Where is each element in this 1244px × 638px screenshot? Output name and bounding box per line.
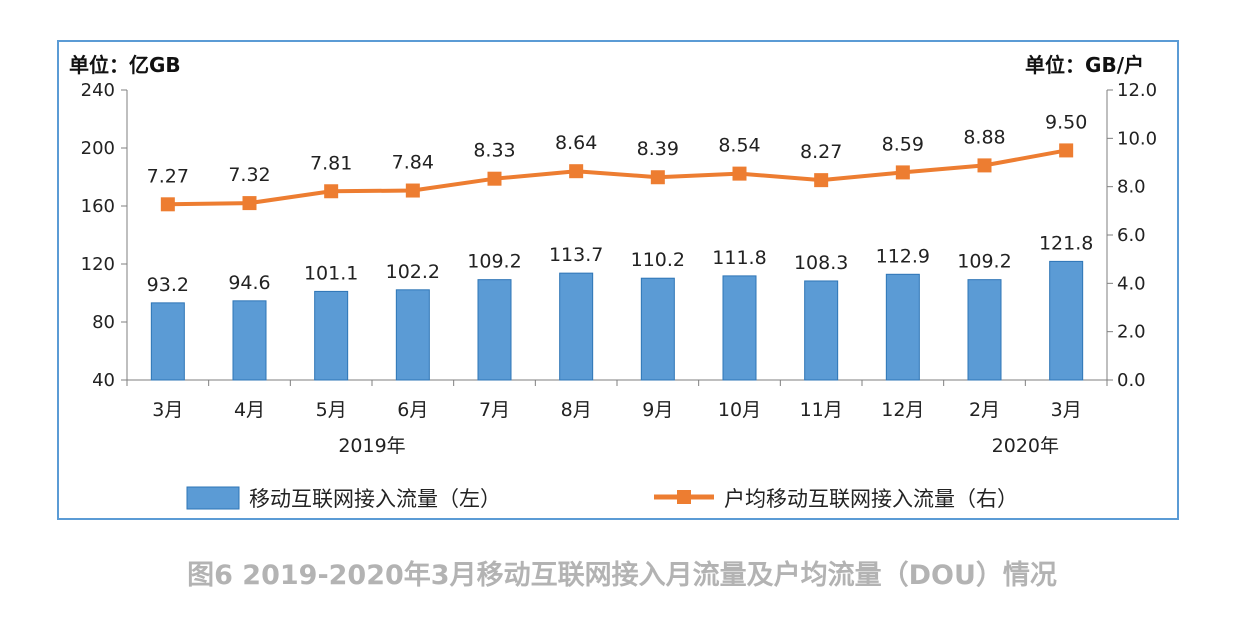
bar-data-label: 121.8 bbox=[1039, 232, 1093, 254]
category-label: 3月 bbox=[152, 399, 183, 421]
right-axis-unit: 单位：GB/户 bbox=[1025, 53, 1144, 77]
right-tick-label: 4.0 bbox=[1117, 273, 1146, 294]
bar-data-label: 108.3 bbox=[794, 252, 848, 274]
line-marker bbox=[569, 164, 584, 179]
line-marker bbox=[405, 183, 420, 198]
bar-data-label: 113.7 bbox=[549, 244, 603, 266]
bar bbox=[804, 280, 839, 381]
bar bbox=[722, 275, 757, 381]
bar-data-label: 94.6 bbox=[228, 272, 270, 294]
line-data-label: 8.54 bbox=[718, 135, 760, 157]
line-data-label: 8.33 bbox=[473, 140, 515, 162]
bar-data-label: 109.2 bbox=[957, 251, 1011, 273]
bar bbox=[150, 302, 185, 381]
year-label: 2020年 bbox=[992, 435, 1059, 457]
legend: 移动互联网接入流量（左） 户均移动互联网接入流量（右） bbox=[186, 486, 1018, 511]
left-tick-label: 80 bbox=[92, 312, 115, 333]
bar-data-label: 111.8 bbox=[712, 247, 766, 269]
bar bbox=[232, 300, 267, 381]
line-marker bbox=[650, 170, 665, 185]
bar-data-label: 101.1 bbox=[304, 262, 358, 284]
left-tick-label: 200 bbox=[81, 138, 115, 159]
category-label: 8月 bbox=[561, 399, 592, 421]
bar bbox=[559, 272, 594, 381]
line-marker bbox=[895, 165, 910, 180]
category-label: 10月 bbox=[718, 399, 761, 421]
bar-data-label: 93.2 bbox=[147, 274, 189, 296]
left-axis-unit: 单位：亿GB bbox=[69, 53, 181, 77]
category-label: 7月 bbox=[479, 399, 510, 421]
bar bbox=[640, 277, 675, 381]
line-marker bbox=[814, 173, 829, 188]
bar-series bbox=[150, 260, 1084, 381]
right-tick-label: 10.0 bbox=[1117, 128, 1157, 149]
line-marker bbox=[1059, 143, 1074, 158]
line-series bbox=[160, 143, 1074, 212]
category-label: 4月 bbox=[234, 399, 265, 421]
line-data-label: 9.50 bbox=[1045, 111, 1087, 133]
right-tick-label: 12.0 bbox=[1117, 80, 1157, 101]
bar-data-label: 102.2 bbox=[386, 261, 440, 283]
line-data-label: 8.59 bbox=[882, 133, 924, 155]
left-tick-label: 40 bbox=[92, 370, 115, 391]
category-label: 11月 bbox=[800, 399, 843, 421]
line-path bbox=[167, 148, 1067, 207]
figure-caption: 图6 2019-2020年3月移动互联网接入月流量及户均流量（DOU）情况 bbox=[187, 560, 1057, 591]
category-label: 6月 bbox=[397, 399, 428, 421]
chart-svg: 单位：亿GB 单位：GB/户 40 80 120 160 200 240 0.0 2.0 4.0… bbox=[69, 53, 1157, 511]
bar bbox=[314, 290, 349, 381]
line-marker bbox=[977, 158, 992, 173]
bar bbox=[967, 279, 1002, 381]
category-label: 9月 bbox=[642, 399, 673, 421]
legend-line-label: 户均移动互联网接入流量（右） bbox=[724, 487, 1018, 511]
legend-bar-label: 移动互联网接入流量（左） bbox=[249, 487, 501, 511]
left-tick-label: 160 bbox=[81, 196, 115, 217]
left-tick-label: 240 bbox=[81, 80, 115, 101]
category-label: 3月 bbox=[1051, 399, 1082, 421]
left-tick-label: 120 bbox=[81, 254, 115, 275]
data-labels: 93.2 94.6 101.1 102.2 109.2 113.7 110.2 111.8 10… bbox=[147, 111, 1094, 295]
category-label: 5月 bbox=[316, 399, 347, 421]
right-tick-label: 2.0 bbox=[1117, 322, 1146, 343]
bar bbox=[477, 279, 512, 381]
line-data-label: 8.39 bbox=[637, 138, 679, 160]
right-tick-label: 6.0 bbox=[1117, 225, 1146, 246]
line-data-label: 8.64 bbox=[555, 132, 597, 154]
line-data-label: 8.88 bbox=[963, 126, 1005, 148]
bar bbox=[885, 273, 920, 381]
bar bbox=[395, 289, 430, 381]
line-marker bbox=[242, 196, 257, 211]
bar-data-label: 109.2 bbox=[467, 251, 521, 273]
line-data-label: 7.32 bbox=[228, 164, 270, 186]
right-tick-label: 0.0 bbox=[1117, 370, 1146, 391]
legend-bar-swatch bbox=[186, 486, 240, 510]
bar bbox=[1049, 260, 1084, 381]
chart-frame: 单位：亿GB 单位：GB/户 40 80 120 160 200 240 0.0 2.0 4.0… bbox=[57, 40, 1179, 520]
line-marker bbox=[160, 197, 175, 212]
line-marker bbox=[732, 166, 747, 181]
axes: 40 80 120 160 200 240 0.0 2.0 4.0 6.0 8.0 10.0 12.0 3… bbox=[81, 80, 1157, 457]
year-label: 2019年 bbox=[338, 435, 405, 457]
line-marker bbox=[487, 171, 502, 186]
line-data-label: 8.27 bbox=[800, 141, 842, 163]
bar-data-label: 110.2 bbox=[631, 249, 685, 271]
line-data-label: 7.81 bbox=[310, 152, 352, 174]
line-data-label: 7.27 bbox=[147, 165, 189, 187]
bar-data-label: 112.9 bbox=[876, 245, 930, 267]
line-data-label: 7.84 bbox=[392, 152, 434, 174]
line-marker bbox=[324, 184, 339, 199]
category-label: 12月 bbox=[881, 399, 924, 421]
right-tick-label: 8.0 bbox=[1117, 177, 1146, 198]
category-label: 2月 bbox=[969, 399, 1000, 421]
legend-line-marker bbox=[677, 490, 691, 504]
